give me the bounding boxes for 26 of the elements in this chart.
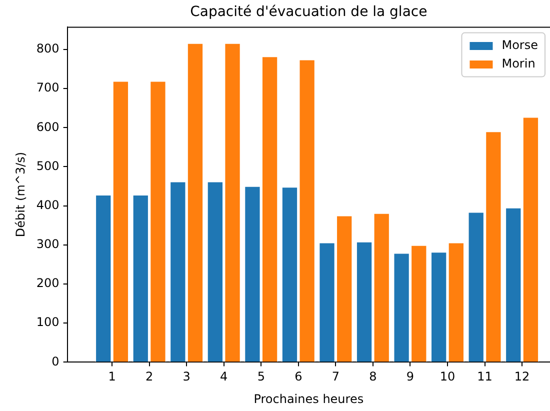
x-tick-label: 6 xyxy=(294,370,302,384)
y-tick-label: 600 xyxy=(36,120,60,134)
chart-title: Capacité d'évacuation de la glace xyxy=(190,4,428,20)
y-tick-label: 400 xyxy=(36,198,60,212)
x-tick-label: 2 xyxy=(145,370,154,384)
x-tick-label: 10 xyxy=(440,370,456,384)
legend-label: Morse xyxy=(502,38,538,52)
x-tick-label: 4 xyxy=(220,370,228,384)
y-tick-label: 200 xyxy=(36,276,60,290)
y-tick-label: 300 xyxy=(36,237,60,252)
legend-label: Morin xyxy=(502,56,536,71)
x-tick-label: 11 xyxy=(477,370,492,384)
y-tick-label: 100 xyxy=(36,315,60,330)
x-tick-label: 5 xyxy=(257,370,265,384)
x-tick-label: 1 xyxy=(108,370,116,384)
y-tick-label: 800 xyxy=(36,42,60,56)
y-axis-title: Débit (m^3/s) xyxy=(13,152,28,238)
x-tick-label: 3 xyxy=(182,370,190,384)
y-tick-label: 500 xyxy=(36,158,60,173)
x-tick-label: 8 xyxy=(369,370,377,384)
x-tick-label: 7 xyxy=(332,370,340,384)
y-tick-label: 0 xyxy=(52,354,60,368)
x-tick-label: 12 xyxy=(514,370,530,384)
y-tick-label: 700 xyxy=(36,80,60,95)
x-tick-label: 9 xyxy=(406,370,414,384)
x-axis-title: Prochaines heures xyxy=(254,392,364,406)
